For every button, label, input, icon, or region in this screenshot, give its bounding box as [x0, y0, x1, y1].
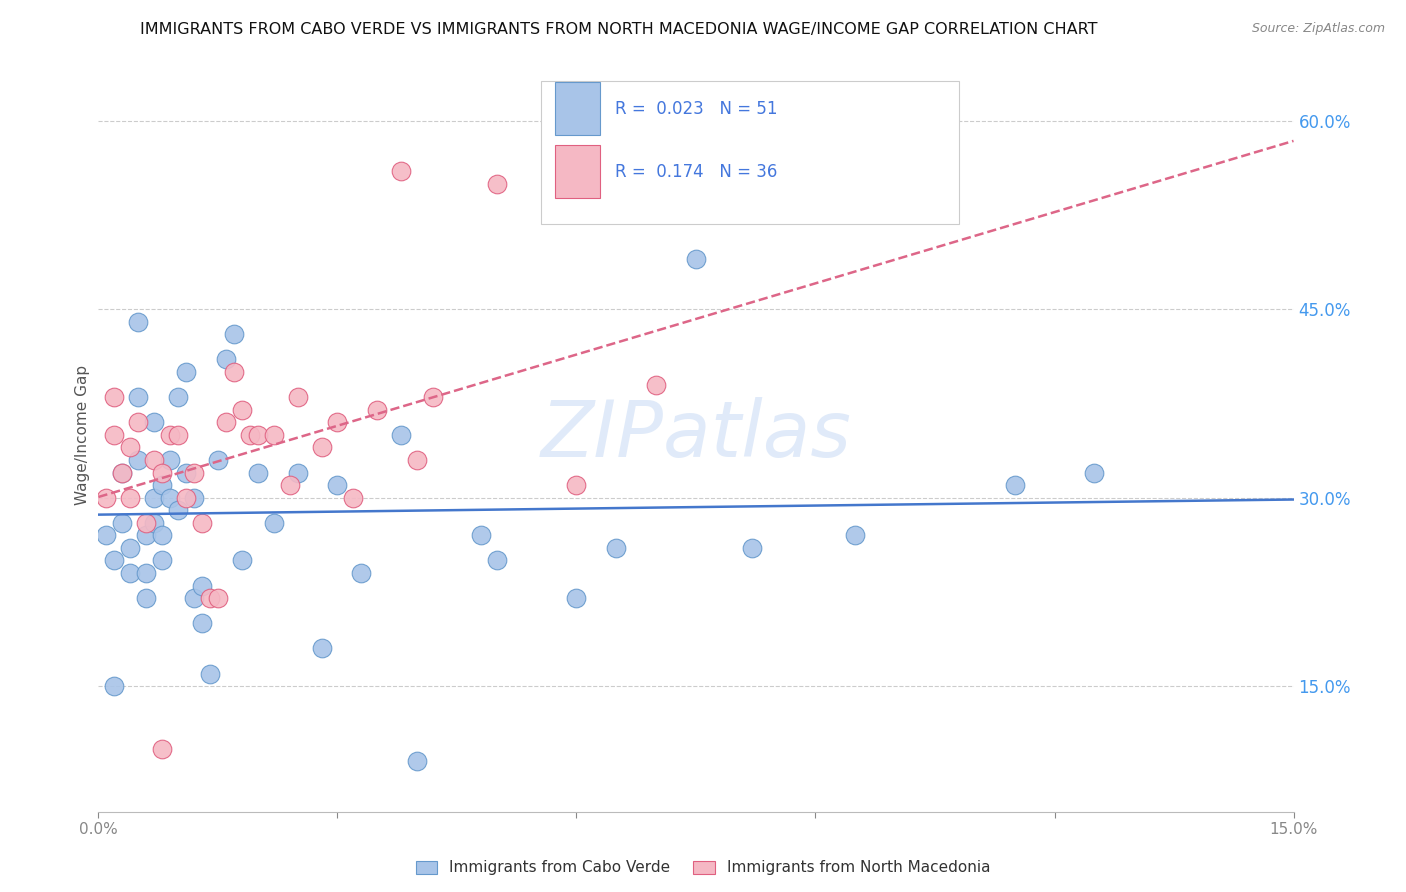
Point: [565, 478, 588, 492]
Point: [103, 553, 125, 567]
Point: [150, 478, 173, 492]
Text: R =  0.023   N = 51: R = 0.023 N = 51: [614, 100, 778, 118]
Point: [287, 466, 309, 480]
Point: [406, 755, 429, 769]
Point: [222, 365, 245, 379]
Point: [278, 478, 301, 492]
Point: [103, 390, 125, 404]
Point: [120, 441, 142, 455]
Point: [150, 553, 173, 567]
Point: [198, 591, 221, 606]
Point: [135, 566, 157, 580]
Point: [1004, 478, 1026, 492]
Point: [150, 466, 173, 480]
Point: [127, 415, 149, 429]
Point: [159, 453, 181, 467]
Point: [485, 553, 508, 567]
Point: [143, 491, 166, 505]
Point: [263, 427, 285, 442]
Point: [120, 491, 142, 505]
Point: [246, 466, 269, 480]
Point: [174, 365, 197, 379]
Point: [246, 427, 269, 442]
Point: [207, 453, 229, 467]
Point: [191, 578, 214, 592]
Point: [215, 415, 238, 429]
Point: [127, 453, 149, 467]
Point: [191, 616, 214, 631]
Point: [239, 427, 262, 442]
Point: [406, 453, 429, 467]
Point: [366, 402, 388, 417]
Point: [111, 466, 134, 480]
Point: [183, 591, 205, 606]
Point: [127, 315, 149, 329]
Point: [120, 566, 142, 580]
Point: [565, 591, 588, 606]
Point: [167, 427, 190, 442]
Point: [135, 516, 157, 530]
Point: [143, 453, 166, 467]
FancyBboxPatch shape: [555, 145, 600, 198]
Point: [103, 427, 125, 442]
Point: [287, 390, 309, 404]
Point: [326, 415, 349, 429]
Point: [167, 390, 190, 404]
Point: [207, 591, 229, 606]
Point: [485, 177, 508, 191]
Text: R =  0.174   N = 36: R = 0.174 N = 36: [614, 162, 778, 181]
Point: [1083, 466, 1105, 480]
Point: [389, 164, 412, 178]
Point: [422, 390, 444, 404]
Point: [143, 415, 166, 429]
Point: [183, 466, 205, 480]
Point: [389, 427, 412, 442]
Point: [605, 541, 627, 555]
Point: [135, 591, 157, 606]
Point: [150, 742, 173, 756]
Point: [645, 377, 668, 392]
Point: [311, 641, 333, 656]
Point: [174, 491, 197, 505]
Point: [350, 566, 373, 580]
Point: [844, 528, 866, 542]
Point: [143, 516, 166, 530]
Point: [103, 679, 125, 693]
Point: [342, 491, 364, 505]
Point: [215, 352, 238, 367]
Y-axis label: Wage/Income Gap: Wage/Income Gap: [75, 365, 90, 505]
Point: [111, 516, 134, 530]
Point: [263, 516, 285, 530]
FancyBboxPatch shape: [555, 82, 600, 135]
Point: [311, 441, 333, 455]
Point: [741, 541, 763, 555]
Text: ZIPatlas: ZIPatlas: [540, 397, 852, 473]
Point: [120, 541, 142, 555]
Point: [150, 528, 173, 542]
Point: [135, 528, 157, 542]
Point: [167, 503, 190, 517]
Point: [159, 491, 181, 505]
Point: [96, 528, 118, 542]
Point: [174, 466, 197, 480]
Point: [470, 528, 492, 542]
Point: [96, 491, 118, 505]
Point: [222, 327, 245, 342]
Point: [159, 427, 181, 442]
Point: [231, 553, 253, 567]
Legend: Immigrants from Cabo Verde, Immigrants from North Macedonia: Immigrants from Cabo Verde, Immigrants f…: [416, 861, 990, 875]
FancyBboxPatch shape: [541, 80, 959, 224]
Point: [685, 252, 707, 266]
Point: [231, 402, 253, 417]
Point: [198, 666, 221, 681]
Point: [127, 390, 149, 404]
Point: [183, 491, 205, 505]
Point: [191, 516, 214, 530]
Point: [111, 466, 134, 480]
Point: [326, 478, 349, 492]
Text: IMMIGRANTS FROM CABO VERDE VS IMMIGRANTS FROM NORTH MACEDONIA WAGE/INCOME GAP CO: IMMIGRANTS FROM CABO VERDE VS IMMIGRANTS…: [139, 22, 1098, 37]
Text: Source: ZipAtlas.com: Source: ZipAtlas.com: [1251, 22, 1385, 36]
